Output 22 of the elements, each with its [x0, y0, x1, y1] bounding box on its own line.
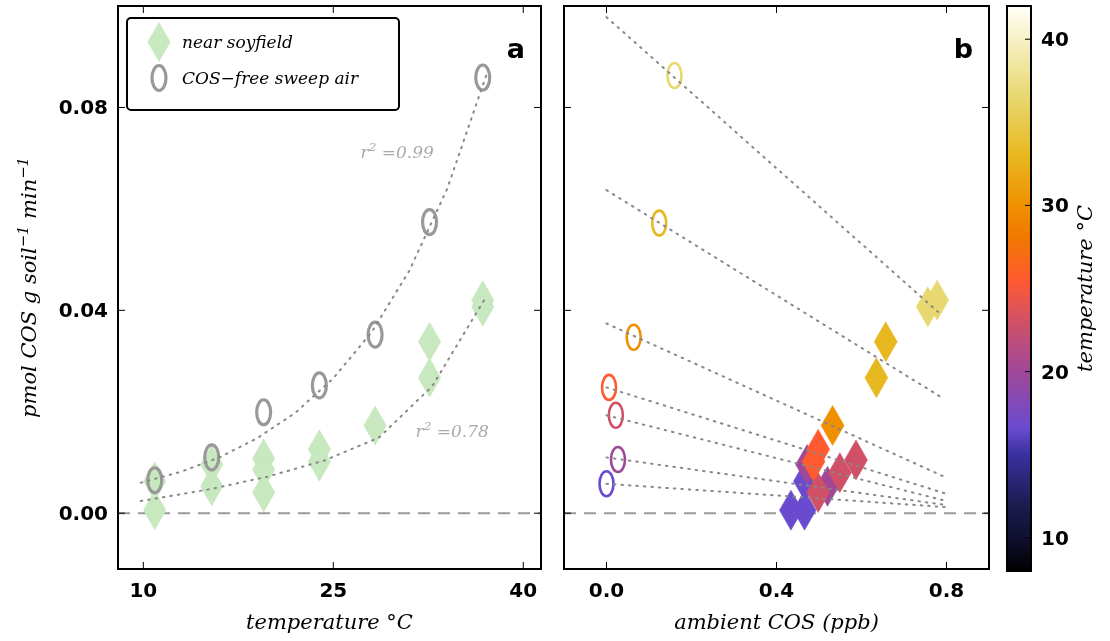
legend-label: near soyfield: [182, 31, 294, 52]
x-axis-title: ambient COS (ppb): [674, 610, 879, 634]
x-tick-label: 0.4: [758, 578, 795, 602]
x-tick-label: 40: [509, 578, 538, 602]
y-tick-label: 0.00: [58, 501, 108, 526]
x-tick-label: 25: [319, 578, 348, 602]
annotation: r$^{2}$ =0.99: [360, 140, 434, 163]
color-bar-label: 40: [1041, 27, 1069, 52]
color-bar-label: 10: [1041, 525, 1069, 550]
legend-label: COS−free sweep air: [182, 67, 360, 88]
color-bar-title: temperature °C: [1073, 205, 1097, 372]
y-tick-label: 0.04: [58, 298, 108, 323]
y-tick-label: 0.08: [58, 95, 108, 120]
x-axis-title: temperature °C: [246, 610, 413, 634]
text: a: [506, 33, 525, 64]
x-tick-label: 0.8: [928, 578, 965, 602]
color-bar-label: 30: [1041, 193, 1069, 218]
x-tick-label: 0.0: [588, 578, 625, 602]
annotation: r$^{2}$ =0.78: [415, 418, 489, 441]
x-tick-label: 10: [129, 578, 158, 602]
color-bar-label: 20: [1041, 359, 1069, 384]
text: b: [953, 33, 973, 64]
